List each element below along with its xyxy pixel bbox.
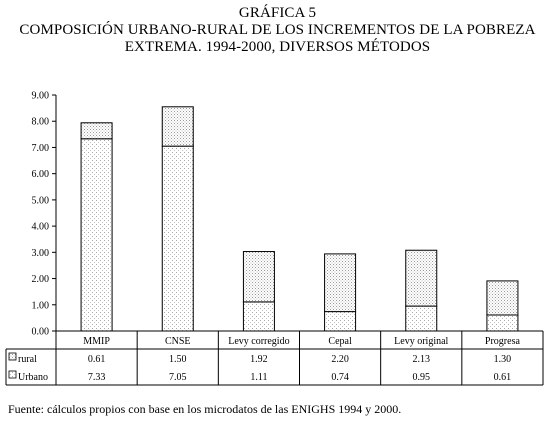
bar-urbano	[242, 301, 275, 332]
chart-title-line-2: EXTREMA. 1994-2000, DIVERSOS MÉTODOS	[124, 39, 431, 55]
chart-title-line-1: COMPOSICIÓN URBANO-RURAL DE LOS INCREMEN…	[19, 22, 536, 38]
bar-urbano	[486, 314, 519, 332]
source-note: Fuente: cálculos propios con base en los…	[8, 402, 402, 416]
y-tick-label: 3.00	[32, 248, 50, 259]
figure-label: GRÁFICA 5	[238, 5, 317, 21]
table-cell-value: 1.11	[250, 372, 267, 383]
y-tick-label: 1.00	[32, 300, 50, 311]
y-tick-label: 2.00	[32, 274, 50, 285]
table-cell-value: 1.50	[169, 354, 187, 365]
y-tick-label: 5.00	[32, 195, 50, 206]
bar-rural	[161, 106, 194, 147]
bar-urbano	[405, 305, 438, 332]
bar-rural	[80, 122, 113, 140]
y-tick-label: 6.00	[32, 169, 50, 180]
table-cell-value: 0.95	[413, 372, 431, 383]
table-cell-value: 0.74	[331, 372, 349, 383]
bar-rural	[242, 251, 275, 303]
bar-rural	[324, 253, 357, 313]
table-cell-value: 2.13	[413, 354, 431, 365]
y-tick-label: 4.00	[32, 222, 50, 233]
legend-label-urbano: Urbano	[18, 372, 48, 383]
bar-urbano	[324, 311, 357, 332]
category-label: Levy original	[394, 336, 448, 347]
legend-label-rural: rural	[18, 354, 37, 365]
table-cell-value: 7.05	[169, 372, 187, 383]
bar-urbano	[80, 138, 113, 332]
table-cell-value: 0.61	[88, 354, 106, 365]
table-cell-value: 2.20	[331, 354, 349, 365]
y-tick-label: 9.00	[32, 91, 50, 102]
category-label: Progresa	[485, 336, 521, 347]
table-cell-value: 7.33	[88, 372, 106, 383]
legend-key-rural	[8, 352, 17, 361]
bar-urbano	[161, 145, 194, 332]
table-cell-value: 0.61	[494, 372, 512, 383]
table-cell-value: 1.92	[250, 354, 268, 365]
category-label: MMIP	[83, 336, 110, 347]
y-tick-label: 0.00	[32, 327, 50, 338]
y-tick-label: 8.00	[32, 117, 50, 128]
y-tick-label: 7.00	[32, 143, 50, 154]
table-cell-value: 1.30	[494, 354, 512, 365]
bar-rural	[486, 280, 519, 316]
category-label: Levy corregido	[228, 336, 289, 347]
bar-rural	[405, 249, 438, 307]
chart-title-block: GRÁFICA 5 COMPOSICIÓN URBANO-RURAL DE LO…	[0, 5, 555, 56]
category-label: CNSE	[165, 336, 191, 347]
legend-key-urbano	[8, 370, 17, 379]
category-label: Cepal	[328, 336, 352, 347]
